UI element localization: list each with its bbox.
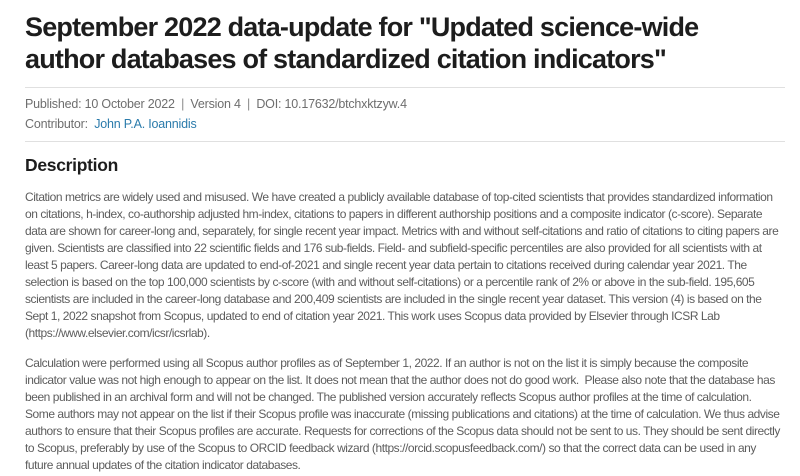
- publication-meta: Published: 10 October 2022 | Version 4 |…: [25, 88, 785, 141]
- description-section: Description Citation metrics are widely …: [25, 155, 785, 474]
- page-title: September 2022 data-update for "Updated …: [25, 12, 699, 74]
- published-date: 10 October 2022: [84, 97, 175, 111]
- contributor-line: Contributor: John P.A. Ioannidis: [25, 116, 785, 132]
- contributor-link[interactable]: John P.A. Ioannidis: [94, 117, 197, 131]
- contributor-label: Contributor:: [25, 117, 88, 131]
- meta-separator: |: [247, 97, 251, 111]
- description-paragraph: Citation metrics are widely used and mis…: [25, 190, 782, 340]
- divider-meta-bottom: [25, 141, 785, 142]
- meta-separator: |: [181, 97, 185, 111]
- description-paragraph: Calculation were performed using all Sco…: [25, 356, 783, 472]
- published-label: Published:: [25, 97, 82, 111]
- description-heading: Description: [25, 155, 118, 175]
- published-line: Published: 10 October 2022 | Version 4 |…: [25, 96, 785, 112]
- doi-label: DOI:: [256, 97, 282, 111]
- doi-value: 10.17632/btchxktzyw.4: [284, 97, 407, 111]
- divider-top: [25, 87, 785, 88]
- version-label: Version 4: [190, 97, 241, 111]
